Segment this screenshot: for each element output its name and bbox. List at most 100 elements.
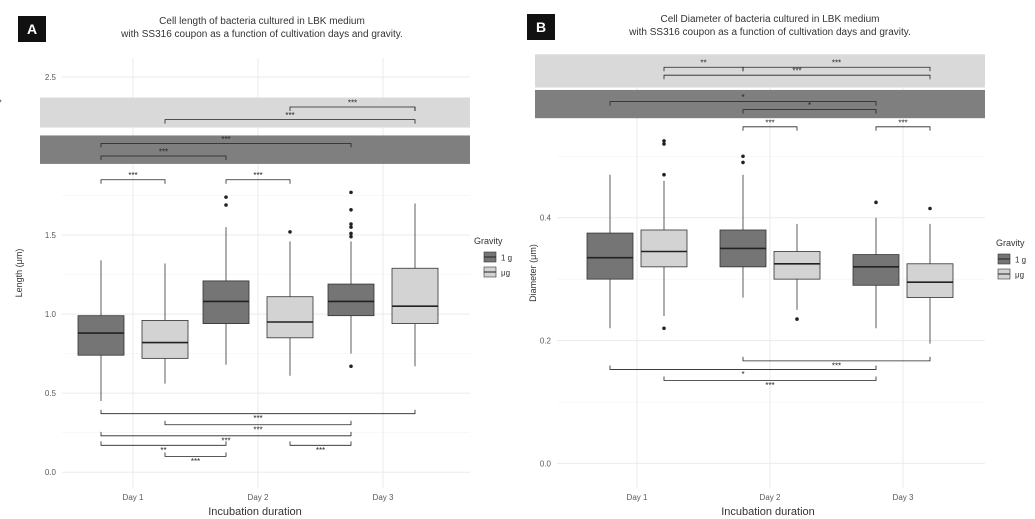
legend-label-ug: μg <box>1015 271 1024 280</box>
significance-label: *** <box>128 171 137 180</box>
outlier-point <box>349 190 353 195</box>
box-1g-day3 <box>852 254 900 286</box>
outlier-point <box>224 203 228 207</box>
box-1g-day3 <box>327 283 375 317</box>
significance-label: *** <box>898 118 907 127</box>
significance-bracket <box>742 356 931 362</box>
significance-label: * <box>0 99 2 108</box>
significance-bracket <box>742 109 877 114</box>
significance-label: *** <box>221 436 230 445</box>
significance-bracket <box>164 119 416 124</box>
significance-bracket <box>663 74 931 80</box>
significance-bracket <box>100 441 227 446</box>
x-tick-label: Day 3 <box>893 493 914 502</box>
legend-title: Gravity <box>474 236 503 246</box>
outlier-point <box>662 139 666 143</box>
outlier-point <box>662 142 666 146</box>
outlier-point <box>741 160 745 165</box>
box-ug-day3 <box>391 267 439 324</box>
significance-label: * <box>741 93 744 102</box>
significance-label: *** <box>253 414 262 423</box>
significance-label: *** <box>765 381 774 390</box>
significance-bracket <box>225 179 291 184</box>
y-tick-label: 1.0 <box>45 310 57 319</box>
outlier-point <box>288 230 292 234</box>
significance-label: *** <box>348 99 357 108</box>
dark-significance-band <box>535 89 985 119</box>
significance-label: *** <box>832 59 841 68</box>
light-significance-band <box>40 97 470 128</box>
chart-subtitle: with SS316 coupon as a function of culti… <box>628 27 911 38</box>
significance-label: *** <box>316 446 325 455</box>
y-tick-label: 0.5 <box>45 389 57 398</box>
significance-label: *** <box>285 111 294 120</box>
outlier-point <box>874 200 878 205</box>
outlier-point <box>349 231 353 236</box>
significance-bracket <box>663 376 877 381</box>
chart-title: Cell length of bacteria cultured in LBK … <box>159 16 365 27</box>
box-1g-day1 <box>586 232 634 280</box>
significance-bracket <box>164 420 352 426</box>
panel-badge <box>18 16 46 42</box>
y-tick-label: 0.4 <box>540 214 552 223</box>
box-ug-day2 <box>773 251 821 280</box>
outlier-point <box>224 195 228 199</box>
significance-bracket <box>164 452 227 457</box>
x-tick-label: Day 2 <box>248 493 269 502</box>
outlier-point <box>349 364 353 369</box>
significance-bracket <box>100 431 352 437</box>
box-ug-day2 <box>266 296 314 339</box>
chart-title: Cell Diameter of bacteria cultured in LB… <box>661 14 880 25</box>
significance-label: ** <box>700 59 706 68</box>
box-ug-day1 <box>141 320 189 359</box>
legend-label-ug: μg <box>501 269 510 278</box>
light-significance-band <box>535 54 985 88</box>
significance-label: *** <box>253 425 262 434</box>
significance-label: *** <box>765 118 774 127</box>
x-tick-label: Day 1 <box>627 493 648 502</box>
y-tick-label: 2.5 <box>45 73 57 82</box>
significance-bracket <box>609 365 877 370</box>
legend: Gravity 1 g μg <box>474 236 512 278</box>
significance-label: *** <box>832 361 841 370</box>
significance-label: ** <box>160 446 166 455</box>
significance-bracket <box>742 126 798 131</box>
y-tick-label: 1.5 <box>45 231 57 240</box>
significance-bracket <box>100 409 416 415</box>
significance-label: *** <box>792 67 801 76</box>
panel-badge-label: B <box>536 19 546 35</box>
chart-subtitle: with SS316 coupon as a function of culti… <box>120 29 403 40</box>
outlier-point <box>928 206 932 211</box>
significance-label: *** <box>191 457 200 466</box>
x-tick-label: Day 1 <box>123 493 144 502</box>
significance-label: *** <box>253 171 262 180</box>
outlier-point <box>349 234 353 239</box>
legend-title: Gravity <box>996 238 1025 248</box>
significance-bracket <box>289 441 352 446</box>
significance-label: * <box>808 101 811 110</box>
outlier-point <box>662 172 666 177</box>
box-1g-day1 <box>77 315 125 356</box>
significance-bracket <box>742 66 931 72</box>
significance-label: *** <box>159 148 168 157</box>
outlier-point <box>349 225 353 229</box>
outlier-point <box>741 154 745 159</box>
significance-bracket <box>609 101 877 106</box>
box-ug-day1 <box>640 229 688 268</box>
y-tick-label: 0.2 <box>540 337 552 346</box>
x-tick-label: Day 2 <box>760 493 781 502</box>
significance-bracket <box>100 142 352 148</box>
panel-badge-label: A <box>27 21 37 37</box>
dark-significance-band <box>40 135 470 164</box>
y-axis-label: Diameter (μm) <box>528 244 538 302</box>
significance-label: * <box>741 370 744 379</box>
y-tick-label: 0.0 <box>45 468 57 477</box>
outlier-point <box>349 222 353 226</box>
x-axis-label: Incubation duration <box>721 506 815 518</box>
legend-label-1g: 1 g <box>1015 256 1026 265</box>
box-ug-day3 <box>906 263 954 298</box>
x-tick-label: Day 3 <box>373 493 394 502</box>
